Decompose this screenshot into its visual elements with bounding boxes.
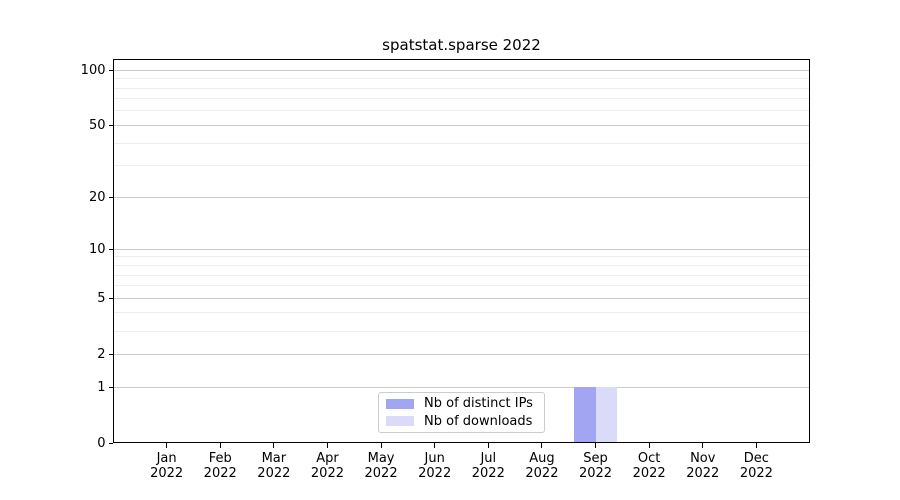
minor-gridline — [114, 285, 809, 287]
x-tick-label-month: Jul — [480, 451, 497, 466]
x-tick-label: Nov 2022 — [675, 451, 731, 481]
minor-gridline — [114, 87, 809, 89]
y-tick-mark — [108, 196, 113, 198]
x-tick-label-year: 2022 — [471, 465, 505, 481]
x-tick-mark — [648, 443, 650, 448]
minor-gridline — [114, 265, 809, 266]
x-tick-label-month: Jun — [424, 451, 445, 466]
x-tick-mark — [755, 443, 757, 448]
chart-title: spatstat.sparse 2022 — [382, 36, 541, 54]
x-tick-label-year: 2022 — [686, 465, 720, 481]
x-tick-label-year: 2022 — [418, 465, 452, 481]
x-tick-label: Jan 2022 — [139, 451, 195, 481]
y-tick-label: 50 — [88, 117, 106, 133]
y-tick-label: 20 — [88, 189, 106, 205]
x-tick-mark — [273, 443, 275, 448]
minor-gridline — [114, 256, 809, 258]
x-tick-mark — [326, 443, 328, 448]
minor-gridline — [114, 110, 809, 112]
minor-gridline — [114, 78, 809, 80]
y-tick-label: 5 — [97, 290, 106, 306]
minor-gridline — [114, 142, 809, 144]
plot-area — [113, 59, 810, 443]
x-tick-label: Mar 2022 — [246, 451, 302, 481]
x-tick-label-month: Nov — [690, 451, 716, 466]
minor-gridline — [114, 165, 809, 167]
x-tick-mark — [380, 443, 382, 448]
x-tick-mark — [541, 443, 543, 448]
x-tick-label-month: Jan — [156, 451, 177, 466]
x-tick-label-year: 2022 — [310, 465, 344, 481]
legend-swatch-distinct-ips — [386, 398, 414, 409]
major-gridline — [114, 248, 809, 250]
x-tick-label-year: 2022 — [257, 465, 291, 481]
x-tick-label-month: Oct — [637, 451, 661, 466]
major-gridline — [114, 386, 809, 388]
x-tick-label-month: Sep — [583, 451, 608, 466]
y-tick-mark — [108, 248, 113, 250]
x-tick-mark — [166, 443, 168, 448]
legend-swatch-downloads — [386, 416, 414, 427]
x-tick-label: Jul 2022 — [460, 451, 516, 481]
x-tick-label-month: Feb — [208, 451, 232, 466]
y-tick-label: 1 — [97, 379, 106, 395]
legend: Nb of distinct IPs Nb of downloads — [378, 392, 545, 433]
x-tick-mark — [702, 443, 704, 448]
minor-gridline — [114, 330, 809, 332]
x-tick-label-year: 2022 — [203, 465, 237, 481]
y-tick-label: 2 — [97, 346, 106, 362]
legend-label: Nb of downloads — [424, 413, 533, 429]
x-tick-label: Feb 2022 — [192, 451, 248, 481]
y-tick-label: 100 — [80, 62, 106, 78]
x-tick-label-month: Apr — [316, 451, 339, 466]
y-tick-mark — [108, 297, 113, 299]
x-tick-label: Oct 2022 — [621, 451, 677, 481]
minor-gridline — [114, 274, 809, 276]
x-tick-label-year: 2022 — [578, 465, 613, 481]
x-tick-label: Sep 2022 — [568, 451, 624, 481]
major-gridline — [114, 196, 809, 198]
y-tick-mark — [108, 353, 113, 355]
major-gridline — [114, 297, 809, 299]
x-tick-label: Dec 2022 — [728, 451, 784, 481]
x-tick-mark — [219, 443, 221, 448]
x-tick-label: Jun 2022 — [407, 451, 463, 481]
x-tick-label-year: 2022 — [150, 465, 184, 481]
x-tick-label-year: 2022 — [632, 465, 666, 481]
bar-distinct-ips — [574, 387, 596, 442]
y-tick-mark — [108, 69, 113, 71]
major-gridline — [114, 69, 809, 71]
y-tick-mark — [108, 442, 113, 444]
x-tick-mark — [595, 443, 597, 448]
legend-label: Nb of distinct IPs — [424, 396, 533, 412]
x-tick-label-year: 2022 — [739, 465, 773, 481]
x-tick-label-year: 2022 — [364, 465, 398, 481]
x-tick-mark — [434, 443, 436, 448]
major-gridline — [114, 353, 809, 355]
x-tick-label-month: Dec — [743, 451, 769, 466]
y-tick-label: 10 — [88, 241, 106, 257]
y-tick-mark — [108, 386, 113, 388]
x-tick-label: May 2022 — [353, 451, 409, 481]
x-tick-label: Apr 2022 — [299, 451, 355, 481]
bar-downloads — [595, 387, 618, 442]
x-tick-mark — [487, 443, 489, 448]
legend-item: Nb of distinct IPs — [386, 395, 537, 412]
minor-gridline — [114, 312, 809, 314]
x-tick-label: Aug 2022 — [514, 451, 570, 481]
minor-gridline — [114, 98, 809, 100]
y-tick-label: 0 — [97, 435, 106, 451]
x-tick-label-month: Mar — [261, 451, 287, 466]
y-tick-mark — [108, 124, 113, 126]
x-tick-label-year: 2022 — [525, 465, 559, 481]
x-tick-label-month: May — [367, 451, 395, 466]
x-tick-label-month: Aug — [529, 451, 555, 466]
major-gridline — [114, 124, 809, 126]
legend-item: Nb of downloads — [386, 413, 537, 430]
